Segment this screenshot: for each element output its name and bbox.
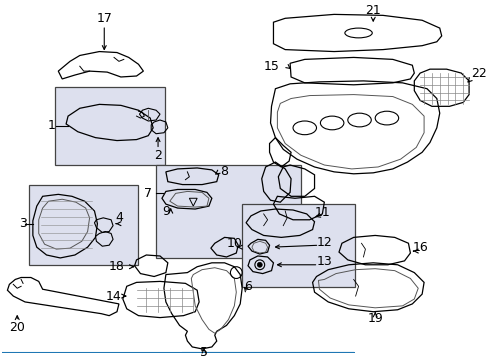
Text: 21: 21 <box>365 4 380 17</box>
Text: 2: 2 <box>154 149 162 162</box>
Text: 4: 4 <box>115 211 122 224</box>
Text: 9: 9 <box>162 206 169 219</box>
Text: 3: 3 <box>19 217 27 230</box>
Text: 8: 8 <box>220 165 228 178</box>
Text: 11: 11 <box>314 206 329 220</box>
Text: 14: 14 <box>105 289 121 302</box>
Text: 5: 5 <box>200 346 207 359</box>
Text: 20: 20 <box>9 321 25 334</box>
Text: 16: 16 <box>411 241 427 254</box>
Text: 12: 12 <box>316 236 331 249</box>
Text: 19: 19 <box>366 312 382 325</box>
Text: 6: 6 <box>244 280 251 293</box>
Text: 17: 17 <box>96 12 112 25</box>
FancyBboxPatch shape <box>156 165 300 258</box>
Text: 15: 15 <box>263 60 279 73</box>
Text: 7: 7 <box>144 187 152 200</box>
FancyBboxPatch shape <box>29 185 138 265</box>
Text: 18: 18 <box>109 260 124 273</box>
FancyBboxPatch shape <box>242 204 354 287</box>
Text: 1: 1 <box>47 120 55 132</box>
Text: 10: 10 <box>226 237 242 250</box>
Text: 22: 22 <box>470 67 486 80</box>
Circle shape <box>257 262 262 267</box>
FancyBboxPatch shape <box>55 87 164 165</box>
Text: 13: 13 <box>316 255 331 268</box>
